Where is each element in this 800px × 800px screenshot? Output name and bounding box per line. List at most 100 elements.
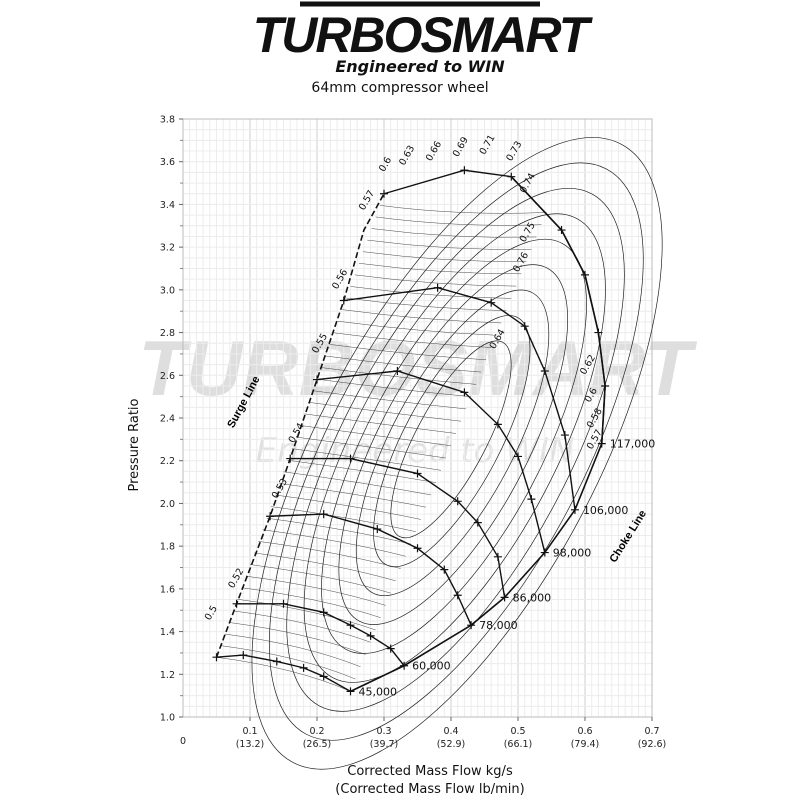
speed-line-point	[346, 621, 355, 630]
speed-label: 45,000	[359, 685, 398, 698]
choke-line	[350, 176, 606, 693]
efficiency-contour	[333, 332, 492, 348]
y-tick-label: 3.6	[160, 157, 175, 168]
efficiency-contour	[355, 289, 550, 597]
speed-line-point	[299, 663, 308, 672]
y-tick-label: 3.8	[160, 115, 175, 126]
surge-line	[215, 193, 385, 658]
efficiency-contour	[304, 413, 457, 434]
x-tick-label: 0.2	[309, 726, 324, 737]
speed-line	[216, 654, 351, 692]
speed-line-point	[366, 631, 375, 640]
efficiency-label: 0.69	[451, 135, 471, 159]
speed-line-point	[393, 367, 402, 376]
speed-line-point	[413, 469, 422, 478]
speed-line-point	[346, 454, 355, 463]
efficiency-label: 0.6	[377, 155, 394, 174]
y-axis-title: Pressure Ratio	[127, 398, 142, 491]
speed-line-point	[520, 322, 529, 331]
efficiency-contour	[224, 633, 361, 668]
efficiency-contour	[354, 274, 517, 287]
speed-line-point	[493, 552, 502, 561]
x-tick-label: 0.4	[443, 726, 458, 737]
efficiency-contour	[371, 228, 537, 238]
efficiency-contour	[338, 264, 569, 625]
y-tick-label: 2.0	[160, 499, 175, 510]
y-tick-label: 1.2	[160, 670, 175, 681]
speed-line-point	[460, 166, 469, 175]
speed-line-point	[473, 518, 482, 527]
x-axis-title: Corrected Mass Flow kg/s	[347, 764, 513, 779]
speed-line-point	[239, 651, 248, 660]
speed-line-point	[540, 367, 549, 376]
efficiency-contour	[291, 448, 441, 471]
efficiency-contour	[321, 367, 477, 385]
x-tick-label-secondary: (52.9)	[437, 739, 466, 750]
speed-line-point	[319, 608, 328, 617]
speed-line-point	[560, 431, 569, 440]
x-tick-label-secondary: (13.2)	[236, 739, 265, 750]
efficiency-contour	[220, 645, 356, 680]
speed-label: 86,000	[513, 591, 552, 604]
speed-line-point	[453, 591, 462, 600]
efficiency-contour	[233, 610, 371, 643]
efficiency-contour	[241, 587, 381, 618]
efficiency-contour	[258, 541, 401, 569]
speed-line-point	[493, 420, 502, 429]
axes: 1.0 1.2 1.4 1.6 1.8 2.0 2.2 2.4 2.6 2.8 3.0 3.2 3.4 3…	[160, 115, 666, 751]
speed-line-point	[433, 283, 442, 292]
y-tick-label: 1.6	[160, 584, 175, 595]
efficiency-contour	[237, 599, 376, 631]
x-tick-label-secondary: (66.1)	[504, 739, 533, 750]
x-axis-title-secondary: (Corrected Mass Flow lb/min)	[335, 782, 524, 797]
efficiency-label: 0.71	[478, 133, 498, 157]
efficiency-contour	[321, 238, 587, 654]
efficiency-contour	[229, 622, 366, 655]
speed-line-point	[319, 510, 328, 519]
efficiency-contour	[286, 187, 625, 712]
x-tick-label-secondary: (26.5)	[303, 739, 332, 750]
grid	[183, 118, 652, 717]
efficiency-contour	[329, 344, 487, 361]
efficiency-contour	[308, 402, 462, 422]
speed-line-point	[440, 565, 449, 574]
speed-label: 98,000	[553, 547, 592, 560]
axis-titles: Corrected Mass Flow kg/s (Corrected Mass…	[127, 398, 525, 797]
efficiency-contour	[245, 575, 386, 606]
x-tick-label: 0.5	[510, 726, 525, 737]
y-tick-label: 1.0	[160, 713, 175, 724]
speed-line-point	[527, 495, 536, 504]
speed-label: 106,000	[583, 504, 629, 517]
efficiency-contour	[249, 564, 391, 594]
y-tick-label: 1.4	[160, 627, 175, 638]
efficiency-label: 0.53	[270, 477, 290, 501]
efficiency-label: 0.75	[518, 221, 538, 245]
y-tick-label: 2.8	[160, 328, 175, 339]
efficiency-contour	[266, 517, 411, 545]
efficiency-contour	[337, 320, 497, 336]
efficiency-contour	[283, 471, 431, 496]
efficiency-contour	[346, 297, 507, 311]
speed-line	[236, 603, 405, 667]
x-origin-label: 0	[180, 736, 186, 747]
y-tick-label: 3.2	[160, 243, 175, 254]
map-boundaries	[215, 176, 606, 693]
speed-line-point	[313, 375, 321, 384]
efficiency-contour	[287, 460, 436, 483]
efficiency-contour	[363, 251, 527, 262]
efficiency-label: 0.63	[397, 144, 417, 168]
watermark-wordmark: TURBOSMART	[138, 324, 698, 412]
x-tick-label: 0.3	[376, 726, 391, 737]
speed-line-point	[413, 544, 422, 553]
speed-line-point	[386, 644, 395, 653]
speed-label: 78,000	[479, 619, 517, 632]
efficiency-contour	[296, 436, 447, 459]
x-tick-label-secondary: (79.4)	[571, 739, 600, 750]
efficiency-contour	[303, 213, 606, 683]
speed-label: 117,000	[610, 438, 656, 451]
speed-line-point	[507, 172, 516, 181]
efficiency-label: 0.76	[511, 250, 531, 274]
y-tick-label: 2.2	[160, 456, 175, 467]
efficiency-contour	[251, 137, 663, 770]
speed-line-point	[380, 189, 388, 198]
